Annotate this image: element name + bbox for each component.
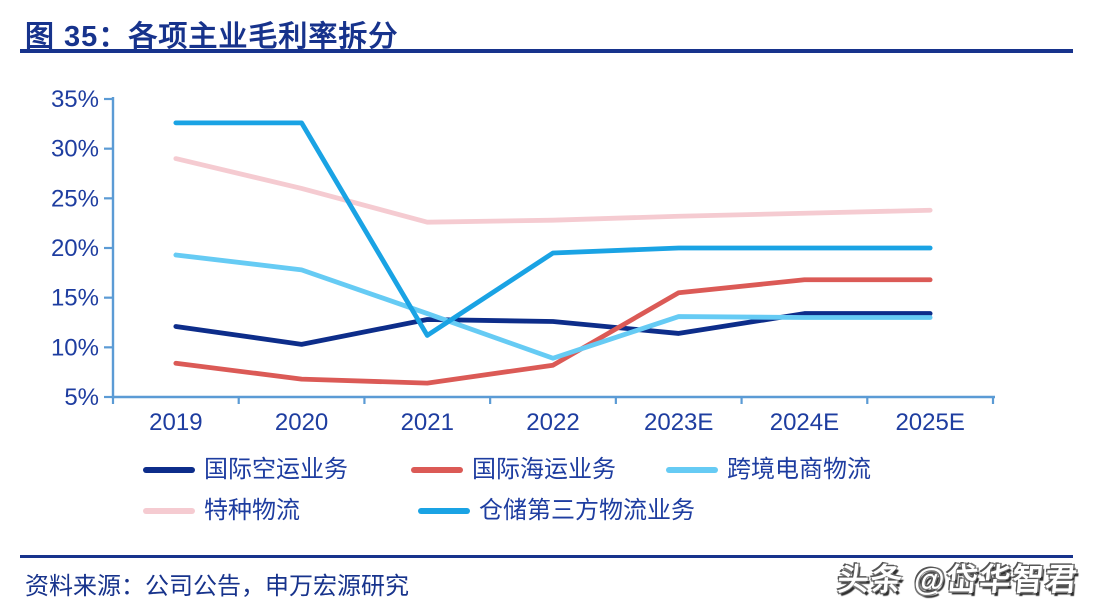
legend-item-warehouse-3pl: 仓储第三方物流业务 (418, 496, 695, 526)
x-tick-label: 2023E (644, 409, 713, 436)
legend-item-intl-air-freight: 国际空运业务 (143, 455, 348, 485)
title-divider (20, 49, 1073, 53)
legend-label-intl-air-freight: 国际空运业务 (204, 456, 348, 483)
series-line-intl-sea-freight (173, 277, 933, 386)
x-tick-label: 2019 (149, 409, 202, 436)
y-tick-label: 25% (51, 185, 99, 212)
footer-divider (20, 555, 1073, 558)
series-line-crossborder-ecommerce (173, 252, 933, 361)
x-tick-label: 2022 (526, 409, 579, 436)
legend-marker-intl-air-freight (143, 467, 195, 473)
series-line-warehouse-3pl (173, 120, 933, 338)
y-tick-label: 30% (51, 136, 99, 163)
series-line-special-logistics (173, 156, 933, 225)
legend-label-crossborder-ecommerce: 跨境电商物流 (727, 456, 871, 483)
figure-title: 图 35：各项主业毛利率拆分 (25, 21, 399, 53)
legend-label-intl-sea-freight: 国际海运业务 (472, 456, 616, 483)
x-tick-label: 2024E (770, 409, 839, 436)
series-line-intl-air-freight (173, 311, 933, 347)
legend-marker-intl-sea-freight (411, 467, 463, 473)
legend-label-special-logistics: 特种物流 (204, 497, 300, 524)
y-tick-label: 10% (51, 334, 99, 361)
legend-label-warehouse-3pl: 仓储第三方物流业务 (479, 497, 695, 524)
x-tick-label: 2025E (895, 409, 964, 436)
legend-item-intl-sea-freight: 国际海运业务 (411, 455, 616, 485)
x-tick-label: 2021 (401, 409, 454, 436)
legend-marker-crossborder-ecommerce (666, 467, 718, 473)
legend-item-special-logistics: 特种物流 (143, 496, 300, 526)
y-tick-label: 5% (64, 384, 99, 411)
legend-marker-special-logistics (143, 508, 195, 514)
legend-item-crossborder-ecommerce: 跨境电商物流 (666, 455, 871, 485)
y-tick-label: 35% (51, 86, 99, 113)
y-tick-label: 15% (51, 285, 99, 312)
y-tick-label: 20% (51, 235, 99, 262)
watermark: 头条 @岱华智君 (836, 562, 1081, 597)
legend-marker-warehouse-3pl (418, 508, 470, 514)
source-note: 资料来源：公司公告，申万宏源研究 (25, 573, 409, 600)
x-tick-label: 2020 (275, 409, 328, 436)
